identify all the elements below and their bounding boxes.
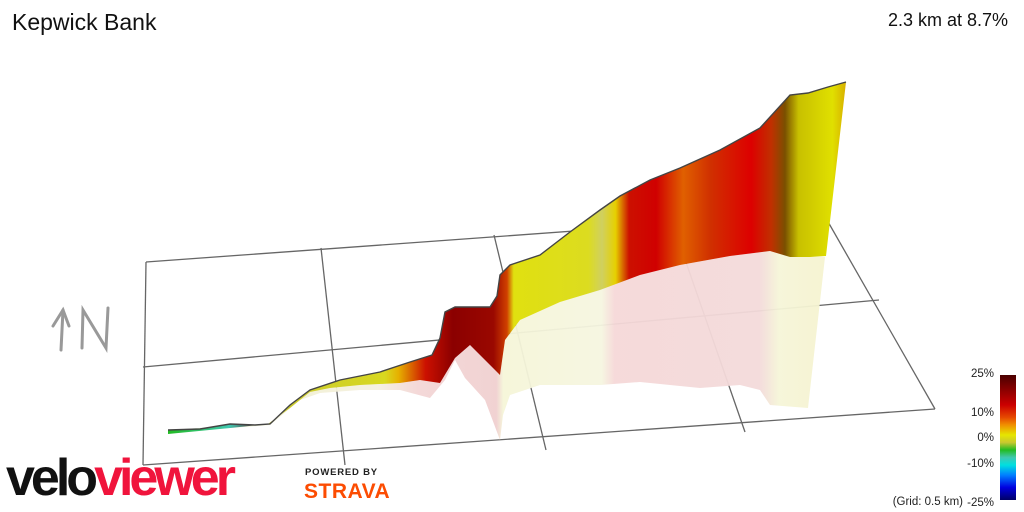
legend-label-0: 0% [977, 432, 994, 444]
north-arrow-icon [51, 304, 110, 353]
gradient-legend-bar [1000, 375, 1016, 500]
segment-title: Kepwick Bank [12, 9, 157, 35]
grid-scale-note: (Grid: 0.5 km) [892, 496, 963, 508]
strava-logo[interactable]: STRAVA [304, 480, 391, 503]
logo-velo: velo [6, 449, 98, 507]
elevation-wall-base [168, 251, 825, 440]
legend-label-25: 25% [970, 368, 994, 380]
legend-label-minus25: -25% [967, 497, 994, 509]
legend-label-minus10: -10% [967, 458, 994, 470]
segment-stats: 2.3 km at 8.7% [887, 10, 1008, 30]
elevation-profile-line [167, 81, 847, 431]
veloviewer-logo[interactable]: veloviewer [6, 449, 236, 507]
logo-viewer: viewer [94, 449, 236, 507]
powered-by-label: POWERED BY [305, 467, 378, 478]
legend-label-10: 10% [970, 407, 994, 419]
